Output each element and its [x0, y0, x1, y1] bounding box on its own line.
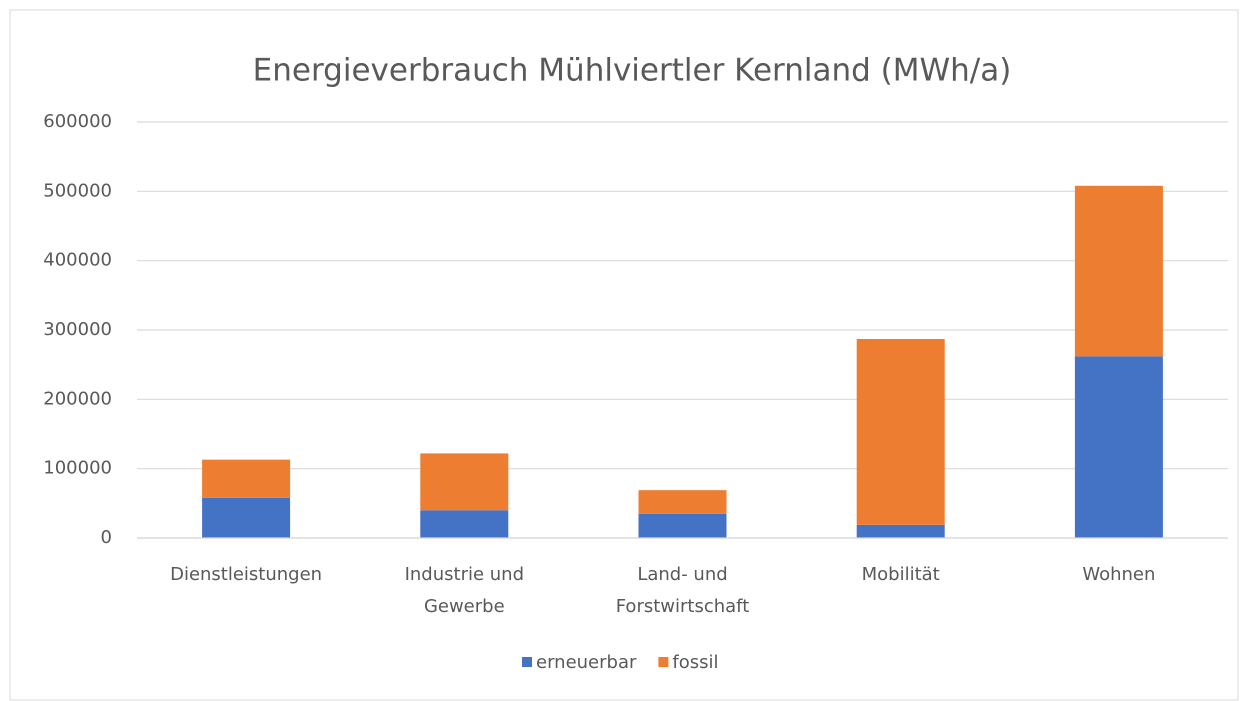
bar-segment: [420, 453, 509, 511]
y-tick-label: 100000: [43, 458, 112, 479]
bar-segment: [1074, 356, 1163, 538]
x-tick-label: Mobilität: [862, 564, 940, 585]
legend-swatch: [658, 657, 669, 667]
y-tick-label: 600000: [43, 111, 112, 132]
bar-segment: [856, 524, 945, 538]
chart-title: Energieverbrauch Mühlviertler Kernland (…: [253, 53, 1012, 89]
chart-frame: [9, 9, 1239, 701]
bar-segment: [1074, 185, 1163, 357]
y-tick-label: 500000: [43, 180, 112, 201]
x-tick-label: Dienstleistungen: [170, 564, 322, 585]
bar-segment: [638, 490, 727, 514]
y-tick-label: 0: [101, 527, 112, 548]
x-tick-label: Industrie und Gewerbe: [405, 564, 524, 617]
x-tick-label: Wohnen: [1082, 564, 1155, 585]
y-tick-label: 300000: [43, 319, 112, 340]
y-tick-label: 200000: [43, 388, 112, 409]
x-tick-label: Land- und Forstwirtschaft: [616, 564, 750, 617]
legend-label: fossil: [672, 652, 718, 673]
legend-label: erneuerbar: [536, 652, 637, 673]
bar-segment: [638, 513, 727, 538]
legend-swatch: [522, 657, 532, 667]
bar-segment: [202, 497, 291, 538]
bar-segment: [856, 339, 945, 525]
bar-segment: [202, 459, 291, 498]
bar-segment: [420, 510, 509, 538]
y-tick-label: 400000: [43, 250, 112, 271]
